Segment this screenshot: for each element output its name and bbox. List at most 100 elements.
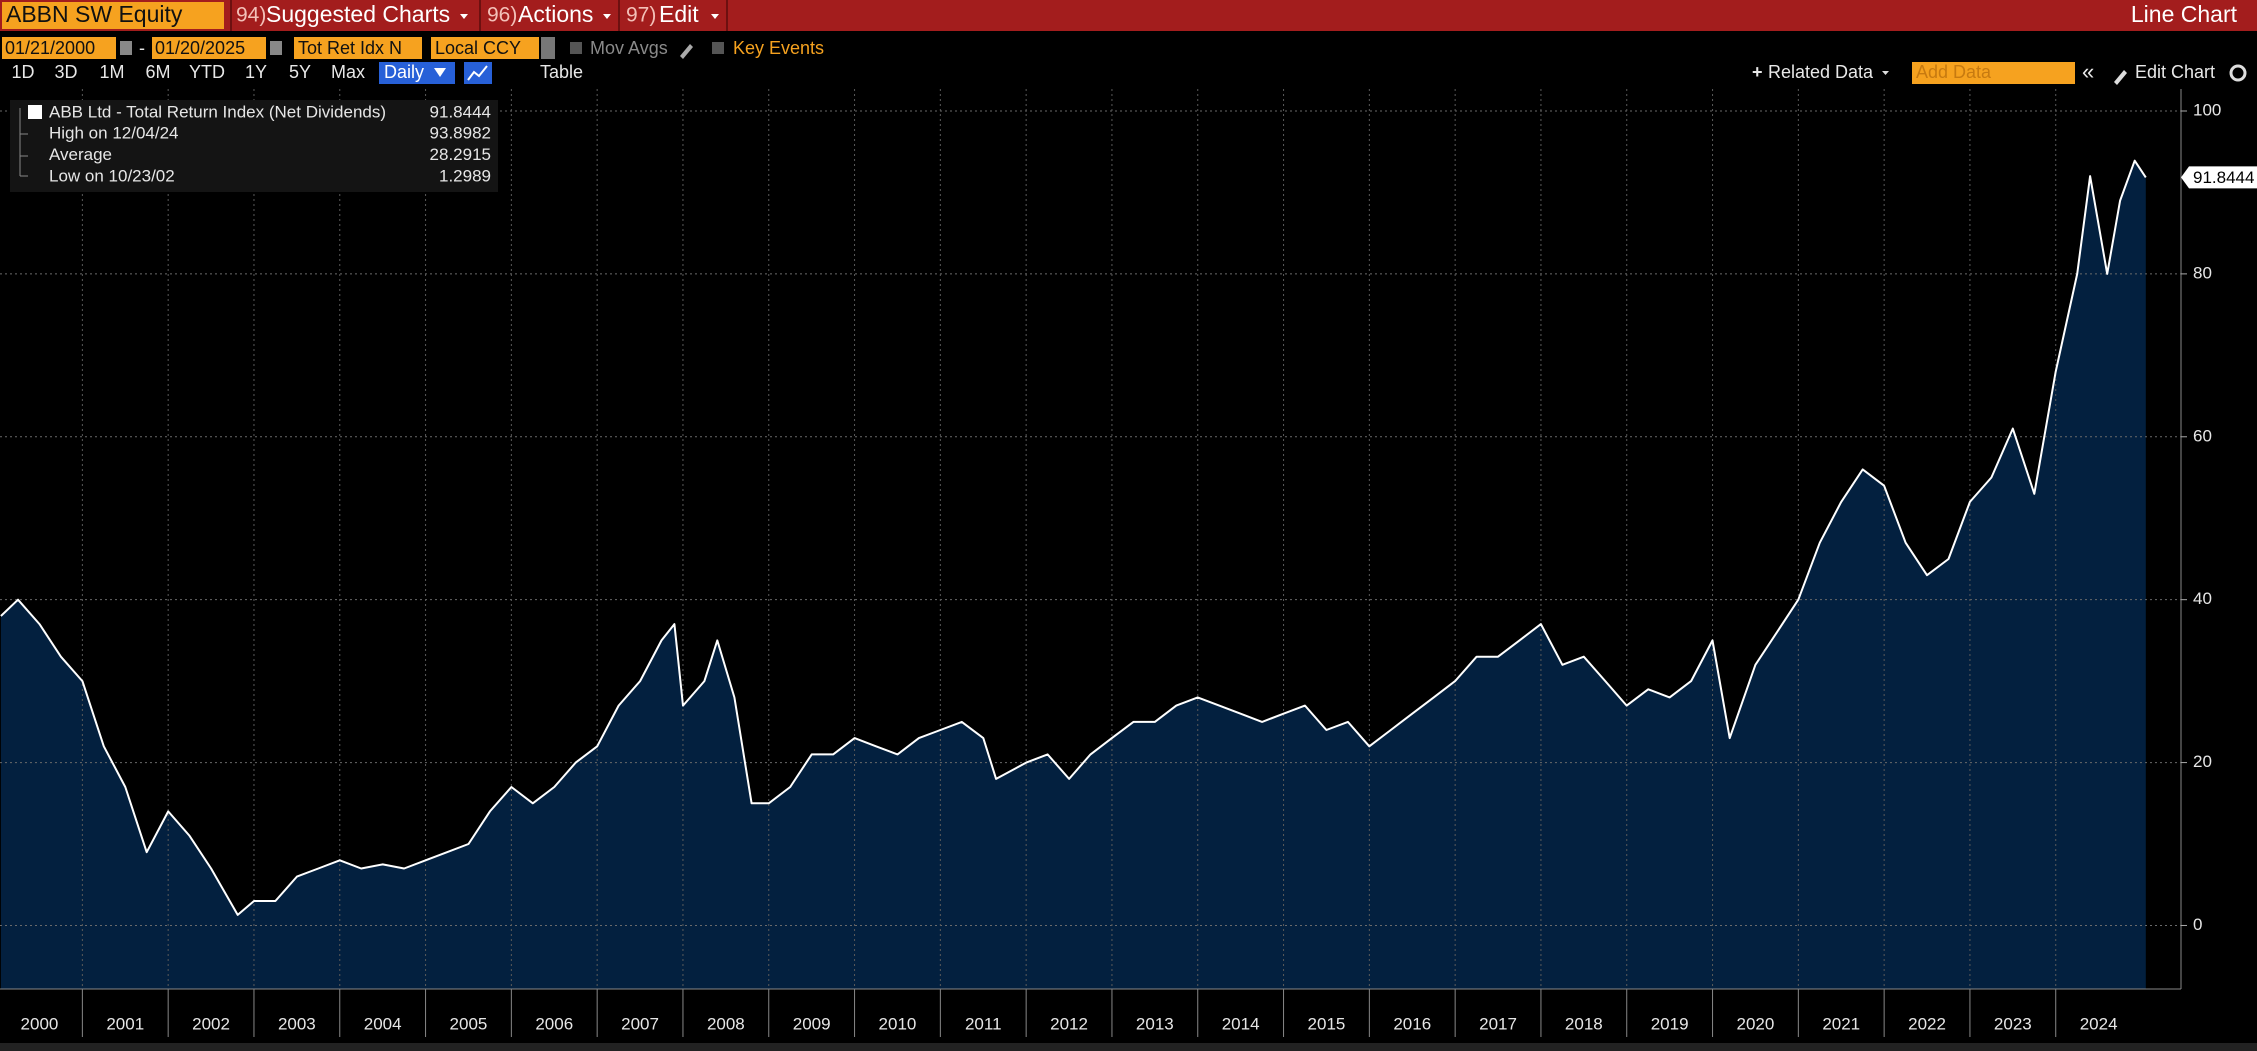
calendar-icon[interactable] bbox=[270, 41, 282, 55]
x-tick-label: 2013 bbox=[1136, 1014, 1174, 1033]
pencil-icon bbox=[2114, 70, 2127, 85]
y-tick-label: 100 bbox=[2193, 100, 2221, 119]
calendar-icon[interactable] bbox=[120, 41, 132, 55]
range-button[interactable]: 1M bbox=[99, 62, 124, 82]
related-data[interactable]: Related Data bbox=[1768, 62, 1874, 82]
start-date[interactable]: 01/21/2000 bbox=[5, 38, 95, 58]
area bbox=[0, 160, 2146, 989]
menu[interactable]: Actions bbox=[518, 1, 593, 27]
key-events[interactable]: Key Events bbox=[733, 38, 824, 58]
start-date-field[interactable] bbox=[2, 37, 116, 59]
x-tick-label: 2011 bbox=[965, 1014, 1002, 1033]
x-tick-label: 2009 bbox=[793, 1014, 831, 1033]
menu-key[interactable]: 96) bbox=[487, 4, 517, 27]
currency-selector[interactable] bbox=[431, 37, 539, 59]
x-tick-label: 2014 bbox=[1222, 1014, 1260, 1033]
pencil-icon[interactable] bbox=[680, 44, 693, 59]
range-button[interactable]: 6M bbox=[145, 62, 170, 82]
status-bar bbox=[0, 1043, 2257, 1051]
x-tick-label: 2021 bbox=[1822, 1014, 1860, 1033]
periodicity-button[interactable] bbox=[379, 62, 455, 84]
last-value-tag bbox=[2181, 166, 2257, 189]
legend-label: ABB Ltd - Total Return Index (Net Divide… bbox=[49, 102, 386, 121]
stat-value: 93.8982 bbox=[430, 123, 491, 142]
currency[interactable]: Local CCY bbox=[435, 38, 521, 58]
stat-label: Low on 10/23/02 bbox=[49, 166, 175, 185]
add-data-field[interactable] bbox=[1912, 62, 2075, 84]
dropdown-icon bbox=[434, 68, 446, 77]
title-bar bbox=[0, 0, 2257, 31]
x-tick-label: 2022 bbox=[1908, 1014, 1946, 1033]
range-button[interactable]: 5Y bbox=[289, 62, 311, 82]
x-axis-band bbox=[0, 989, 2181, 1037]
range-button[interactable]: 1D bbox=[11, 62, 34, 82]
view-name: Line Chart bbox=[2131, 1, 2238, 27]
plus-icon: + bbox=[1752, 62, 1763, 82]
table-button[interactable]: Table bbox=[540, 62, 583, 82]
collapse-icon[interactable]: « bbox=[2082, 59, 2094, 84]
x-tick-label: 2000 bbox=[21, 1014, 59, 1033]
menu-key[interactable]: 94) bbox=[236, 4, 266, 27]
chart: 0 20 40 60 80 100 2000 2001 2002 2003 2004 2005 2006… bbox=[0, 89, 2257, 1051]
range-button[interactable]: 1Y bbox=[245, 62, 267, 82]
dropdown-icon bbox=[460, 14, 468, 19]
periodicity[interactable]: Daily bbox=[384, 62, 424, 82]
x-tick-label: 2005 bbox=[450, 1014, 488, 1033]
x-tick-label: 2007 bbox=[621, 1014, 659, 1033]
x-tick-label: 2010 bbox=[879, 1014, 917, 1033]
line bbox=[0, 159, 2147, 916]
x-tick-label: 2012 bbox=[1050, 1014, 1088, 1033]
x-tick-label: 2004 bbox=[364, 1014, 402, 1033]
x-tick-label: 2006 bbox=[535, 1014, 573, 1033]
security[interactable]: ABBN SW Equity bbox=[6, 1, 183, 27]
menus: 94) Suggested Charts 96) Actions 97) Edi… bbox=[230, 0, 728, 31]
x-tick-label: 2019 bbox=[1651, 1014, 1689, 1033]
mov-avgs[interactable]: Mov Avgs bbox=[590, 38, 668, 58]
date-separator: - bbox=[139, 38, 145, 58]
chart-type-button[interactable] bbox=[464, 62, 492, 84]
menu-key[interactable]: 97) bbox=[626, 4, 656, 27]
stat-label: High on 12/04/24 bbox=[49, 123, 179, 142]
range-button[interactable]: YTD bbox=[189, 62, 225, 82]
field-selector[interactable] bbox=[294, 37, 422, 59]
end-date[interactable]: 01/20/2025 bbox=[155, 38, 245, 58]
legend bbox=[10, 100, 498, 192]
line-icon bbox=[467, 65, 488, 81]
menu[interactable]: Edit bbox=[659, 1, 699, 27]
legend-value: 91.8444 bbox=[430, 102, 491, 121]
checkbox[interactable] bbox=[570, 42, 582, 54]
settings-icon[interactable] bbox=[2229, 64, 2247, 82]
stat-value: 1.2989 bbox=[439, 166, 491, 185]
range-button[interactable]: 3D bbox=[54, 62, 77, 82]
y-tick-label: 60 bbox=[2193, 426, 2212, 445]
edit-chart[interactable]: Edit Chart bbox=[2135, 62, 2215, 82]
range-button[interactable]: Max bbox=[331, 62, 365, 82]
range-buttons: 1D 3D 1M 6M YTD 1Y 5Y Max bbox=[11, 62, 365, 82]
dropdown-icon bbox=[711, 14, 719, 19]
x-tick-label: 2024 bbox=[2080, 1014, 2118, 1033]
menu[interactable]: Suggested Charts bbox=[266, 1, 450, 27]
legend-swatch bbox=[28, 105, 42, 119]
stat-value: 28.2915 bbox=[430, 145, 491, 164]
end-date-field[interactable] bbox=[152, 37, 266, 59]
y-tick-label: 20 bbox=[2193, 752, 2212, 771]
checkbox[interactable] bbox=[712, 42, 724, 54]
x-tick-label: 2008 bbox=[707, 1014, 745, 1033]
dropdown-icon bbox=[603, 14, 611, 19]
x-tick-label: 2015 bbox=[1308, 1014, 1346, 1033]
legend-tree bbox=[19, 108, 28, 177]
dropdown-button[interactable] bbox=[541, 37, 555, 59]
x-tick-label: 2003 bbox=[278, 1014, 316, 1033]
x-tick-label: 2017 bbox=[1479, 1014, 1517, 1033]
x-tick-label: 2023 bbox=[1994, 1014, 2032, 1033]
x-tick-label: 2020 bbox=[1737, 1014, 1775, 1033]
field[interactable]: Tot Ret Idx N bbox=[298, 38, 402, 58]
x-tick-label: 2016 bbox=[1393, 1014, 1431, 1033]
y-tick-label: 80 bbox=[2193, 263, 2212, 282]
security-field[interactable] bbox=[2, 2, 224, 29]
add-data[interactable]: Add Data bbox=[1916, 62, 1992, 82]
y-tick-label: 40 bbox=[2193, 589, 2212, 608]
dropdown-icon bbox=[1882, 71, 1889, 75]
